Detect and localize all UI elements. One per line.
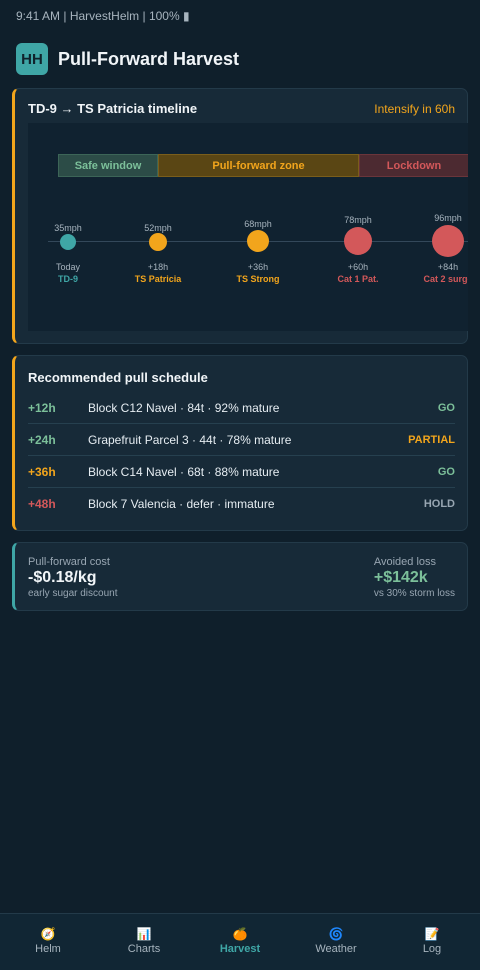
schedule-row[interactable]: +36h Block C14 Navel · 68t · 88% mature …: [28, 456, 455, 488]
event-marker: [247, 230, 269, 252]
timeline-title: TD-9 → TS Patricia timeline: [28, 101, 198, 116]
nav-label: Charts: [127, 943, 161, 955]
nav-label: Log: [422, 943, 442, 955]
schedule-description: Block 7 Valencia · defer · immature: [88, 497, 275, 511]
schedule-list: +12h Block C12 Navel · 84t · 92% mature …: [28, 392, 455, 520]
nav-label: Harvest: [219, 943, 261, 955]
page-title: Pull-Forward Harvest: [58, 48, 240, 69]
event-label: Cat 1 Pat.: [337, 274, 379, 284]
schedule-description: Block C14 Navel · 68t · 88% mature: [88, 464, 280, 479]
schedule-time: +12h: [28, 400, 56, 415]
nav-item-weather[interactable]: 🌀 Weather: [288, 914, 384, 970]
cost-value: -$0.18/kg: [28, 569, 97, 586]
compass-icon: 🧭: [40, 927, 56, 941]
event-time: +18h: [147, 262, 169, 272]
event-marker: [432, 225, 464, 257]
memo-icon: 📝: [424, 927, 440, 941]
event-marker: [344, 227, 372, 255]
event-wind-speed: 52mph: [144, 223, 172, 233]
timeline-card: TD-9 → TS Patricia timeline Intensify in…: [12, 88, 468, 344]
cost-caption: Pull-forward cost: [28, 556, 110, 568]
schedule-row[interactable]: +24h Grapefruit Parcel 3 · 44t · 78% mat…: [28, 424, 455, 456]
orange-icon: 🍊: [232, 927, 248, 941]
zone-safe-window: Safe window: [58, 154, 158, 177]
schedule-time: +36h: [28, 464, 56, 479]
event-label: TD-9: [58, 274, 78, 284]
event-label: TS Strong: [236, 274, 280, 284]
schedule-title: Recommended pull schedule: [28, 370, 208, 385]
schedule-row[interactable]: +12h Block C12 Navel · 84t · 92% mature …: [28, 392, 455, 424]
zone-lockdown: Lockdown: [359, 154, 468, 177]
bottom-nav: 🧭 Helm 📊 Charts 🍊 Harvest 🌀 Weather 📝 Lo…: [0, 913, 480, 970]
event-time: +84h: [437, 262, 459, 272]
nav-item-charts[interactable]: 📊 Charts: [96, 914, 192, 970]
nav-item-log[interactable]: 📝 Log: [384, 914, 480, 970]
event-wind-speed: 35mph: [54, 223, 82, 233]
event-time: Today: [55, 262, 81, 272]
nav-item-harvest[interactable]: 🍊 Harvest: [192, 914, 288, 970]
loss-subtext: vs 30% storm loss: [373, 588, 455, 599]
schedule-description: Grapefruit Parcel 3 · 44t · 78% mature: [88, 432, 292, 447]
chart-icon: 📊: [136, 927, 152, 941]
schedule-status-badge: GO: [437, 401, 455, 414]
nav-label: Weather: [315, 943, 357, 955]
cyclone-icon: 🌀: [328, 927, 344, 941]
event-label: TS Patricia: [134, 274, 182, 284]
schedule-time: +48h: [28, 497, 56, 511]
app-header: HH Pull-Forward Harvest: [16, 43, 239, 75]
event-wind-speed: 68mph: [244, 219, 272, 229]
event-marker: [60, 234, 76, 250]
pull-schedule-card: Recommended pull schedule +12h Block C12…: [12, 355, 468, 531]
event-time: +60h: [347, 262, 369, 272]
event-time: +36h: [247, 262, 269, 272]
cost-summary-card: Pull-forward cost -$0.18/kg early sugar …: [12, 542, 468, 611]
schedule-time: +24h: [28, 432, 56, 447]
nav-label: Helm: [35, 943, 61, 955]
cost-subtext: early sugar discount: [28, 588, 118, 599]
event-wind-speed: 96mph: [434, 213, 462, 223]
schedule-row[interactable]: +48h Block 7 Valencia · defer · immature…: [28, 488, 455, 520]
schedule-status-badge: HOLD: [423, 498, 455, 510]
schedule-status-badge: GO: [437, 465, 455, 478]
intensify-badge: Intensify in 60h: [374, 101, 455, 116]
timeline-chart: Safe window Pull-forward zone Lockdown 3…: [28, 123, 468, 331]
app-logo: HH: [16, 43, 48, 75]
avoided-loss: Avoided loss +$142k vs 30% storm loss: [374, 556, 455, 599]
event-wind-speed: 78mph: [344, 215, 372, 225]
nav-item-helm[interactable]: 🧭 Helm: [0, 914, 96, 970]
loss-caption: Avoided loss: [373, 556, 437, 568]
schedule-status-badge: PARTIAL: [408, 433, 455, 446]
schedule-description: Block C12 Navel · 84t · 92% mature: [88, 400, 280, 415]
event-marker: [149, 233, 167, 251]
status-bar: 9:41 AM | HarvestHelm | 100% ▮: [16, 9, 190, 23]
zone-pull-forward: Pull-forward zone: [158, 154, 359, 177]
pull-forward-cost: Pull-forward cost -$0.18/kg early sugar …: [28, 556, 118, 599]
event-label: Cat 2 surge: [423, 274, 468, 284]
loss-value: +$142k: [373, 569, 428, 586]
